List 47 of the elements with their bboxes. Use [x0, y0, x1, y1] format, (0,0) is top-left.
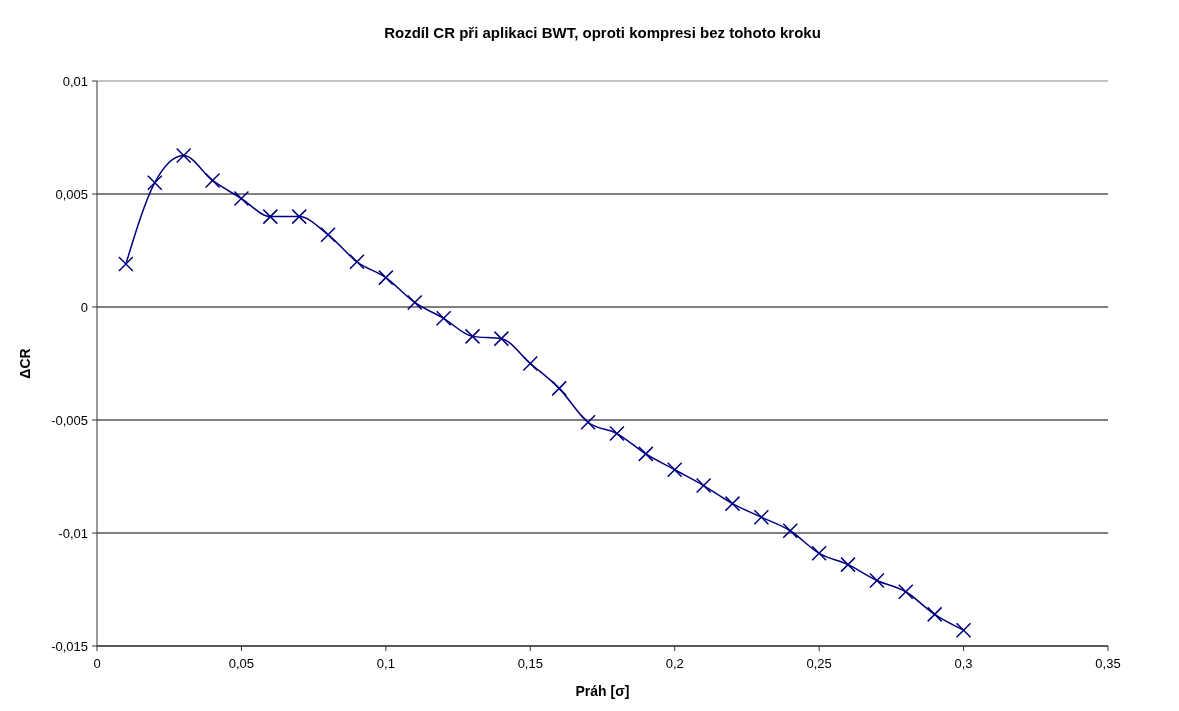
point: [840, 556, 856, 573]
x-tick-label: 0: [93, 656, 101, 671]
point: [233, 190, 250, 207]
x-tick-label: 0,25: [806, 656, 832, 671]
point: [204, 172, 221, 189]
point: [493, 330, 510, 347]
point: [406, 294, 423, 311]
point: [753, 509, 770, 525]
point: [926, 606, 943, 623]
point: [638, 446, 654, 462]
y-axis-title: ΔCR: [17, 348, 33, 379]
point: [320, 226, 336, 243]
point: [811, 545, 827, 562]
point: [551, 380, 567, 397]
point: [147, 174, 163, 191]
x-axis-title: Práh [σ]: [575, 683, 630, 699]
point: [378, 269, 394, 286]
x-tick-label: 0,3: [954, 656, 973, 671]
chart-title: Rozdíl CR při aplikaci BWT, oproti kompresi bez tohoto kroku: [384, 24, 821, 41]
point: [609, 425, 625, 442]
y-tick-label: -0,01: [58, 525, 88, 541]
point: [898, 584, 914, 600]
point: [695, 477, 712, 494]
point: [580, 414, 596, 431]
y-tick-label: 0: [80, 299, 88, 315]
point: [291, 208, 307, 225]
x-tick-label: 0,15: [517, 656, 543, 671]
point: [175, 147, 192, 164]
x-tick-label: 0,35: [1095, 656, 1121, 671]
point: [666, 461, 683, 478]
point: [724, 495, 741, 512]
point: [869, 572, 885, 589]
x-tick-label: 0,2: [665, 656, 684, 671]
point: [464, 328, 481, 345]
x-tick-label: 0,1: [376, 656, 395, 671]
y-tick-label: 0,005: [55, 186, 88, 202]
y-tick-label: 0,01: [62, 73, 88, 89]
y-tick-label: -0,015: [51, 638, 88, 654]
y-tick-label: -0,005: [51, 412, 88, 428]
point: [118, 256, 134, 272]
point: [349, 254, 365, 270]
point: [522, 355, 539, 372]
point: [262, 208, 279, 225]
x-tick-label: 0,05: [228, 656, 255, 671]
point: [955, 622, 972, 638]
point: [435, 310, 452, 327]
point: [782, 522, 799, 539]
